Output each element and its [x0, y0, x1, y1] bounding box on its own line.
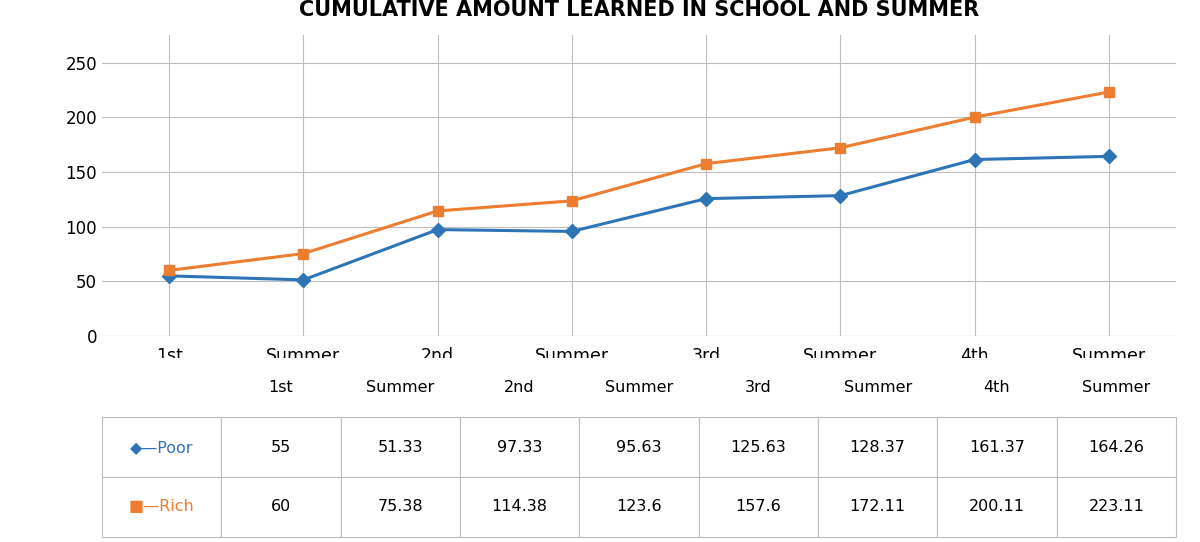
Poor [967, 156, 982, 163]
Poor [833, 192, 847, 199]
Rich [296, 250, 311, 257]
Poor [565, 228, 580, 235]
Poor [296, 276, 311, 283]
Rich [698, 160, 713, 167]
Poor [162, 273, 176, 279]
Rich [565, 198, 580, 204]
Poor [698, 195, 713, 202]
Rich [967, 114, 982, 120]
Rich [162, 267, 176, 274]
Title: CUMULATIVE AMOUNT LEARNED IN SCHOOL AND SUMMER: CUMULATIVE AMOUNT LEARNED IN SCHOOL AND … [299, 0, 979, 20]
Rich [1102, 89, 1116, 95]
Poor [431, 227, 445, 233]
Rich [833, 145, 847, 151]
Poor [1102, 153, 1116, 159]
Rich [431, 208, 445, 214]
Line: Rich: Rich [164, 87, 1114, 275]
Line: Poor: Poor [164, 152, 1114, 285]
